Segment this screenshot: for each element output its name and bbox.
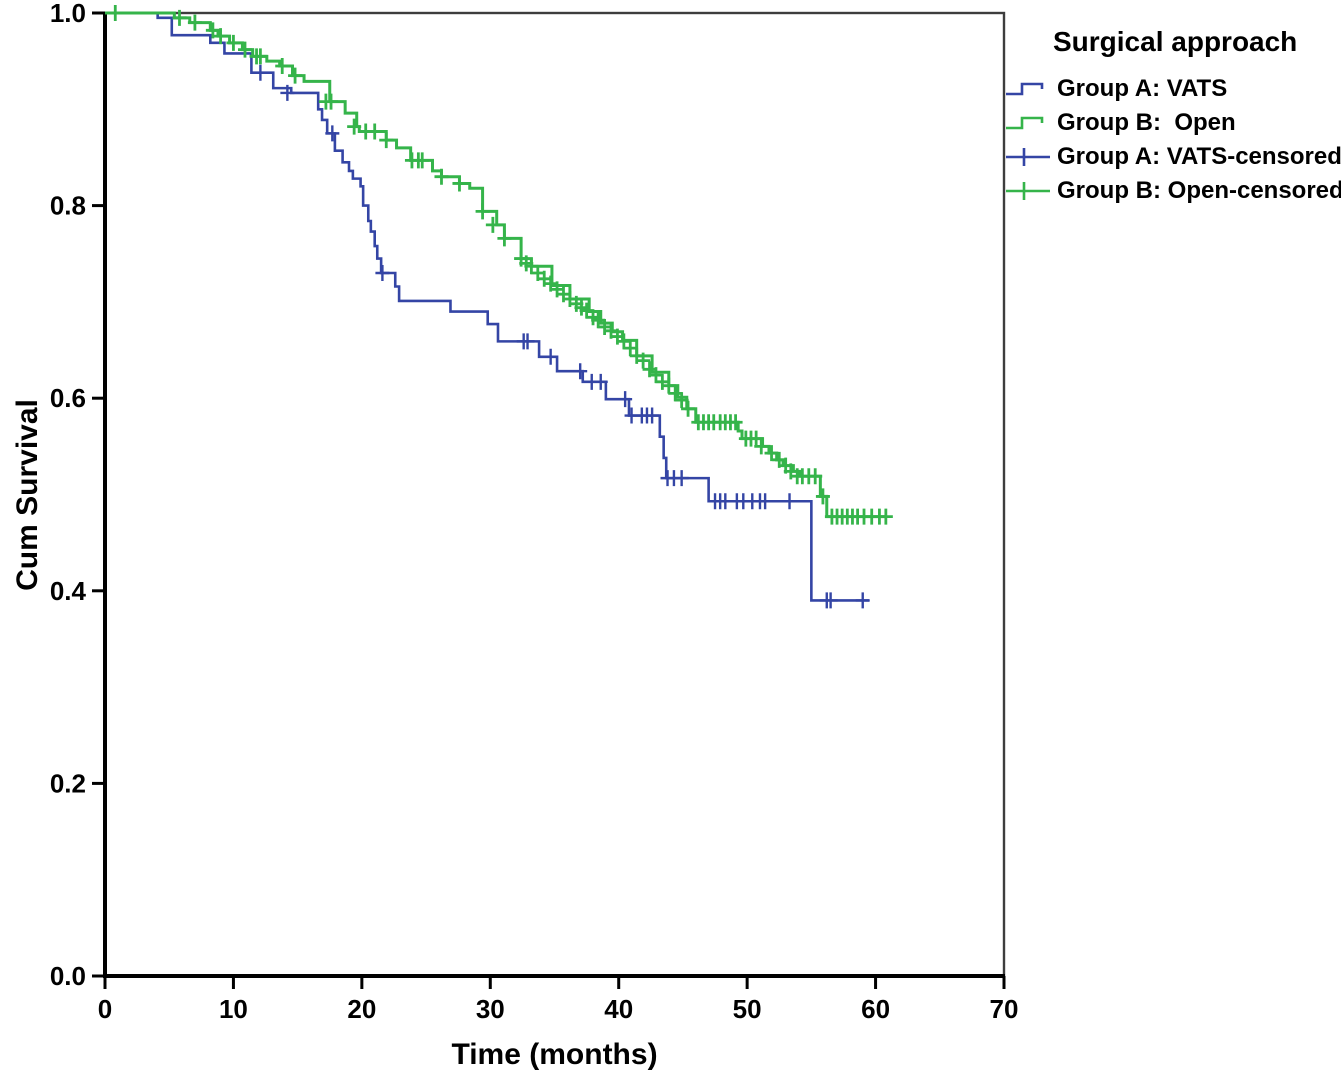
- y-tick-label: 0.2: [50, 768, 86, 798]
- y-tick-label: 0.0: [50, 961, 86, 991]
- legend-item-group-a-censored: Group A: VATS-censored: [1005, 140, 1341, 174]
- y-tick-label: 0.8: [50, 191, 86, 221]
- legend-item-group-b-open: Group B: Open: [1005, 106, 1341, 140]
- legend-label: Group A: VATS-censored: [1057, 143, 1341, 170]
- legend-label: Group B: Open: [1057, 109, 1236, 136]
- x-tick-label: 60: [861, 994, 890, 1024]
- y-tick-label: 0.4: [50, 576, 87, 606]
- survival-curve-open: [105, 11, 886, 519]
- legend-item-group-a-vats: Group A: VATS: [1005, 72, 1341, 106]
- legend-item-group-b-censored: Group B: Open-censored: [1005, 174, 1341, 208]
- censor-marks-open: [108, 5, 893, 525]
- step-line-swatch-icon: [1006, 116, 1044, 130]
- x-tick-label: 70: [990, 994, 1019, 1024]
- step-line-swatch-icon: [1006, 82, 1044, 96]
- survival-curve-vats: [105, 11, 870, 602]
- y-axis-title: Cum Survival: [11, 399, 44, 591]
- x-tick-label: 50: [733, 994, 762, 1024]
- plot-frame: [103, 11, 1006, 978]
- censored-plus-swatch-icon: [1006, 182, 1050, 200]
- censored-plus-swatch-icon: [1006, 148, 1050, 166]
- legend-title: Surgical approach: [1053, 26, 1298, 57]
- x-tick-label: 0: [98, 994, 112, 1024]
- x-tick-label: 40: [604, 994, 633, 1024]
- x-tick-label: 10: [219, 994, 248, 1024]
- legend-label: Group A: VATS: [1057, 75, 1228, 102]
- x-tick-label: 30: [476, 994, 505, 1024]
- y-tick-label: 0.6: [50, 383, 86, 413]
- x-tick-label: 20: [347, 994, 376, 1024]
- x-axis-title: Time (months): [451, 1038, 658, 1071]
- legend-label: Group B: Open-censored: [1057, 177, 1341, 204]
- legend: Surgical approach Group A: VATS Group B:…: [1005, 26, 1341, 208]
- censor-marks-vats: [253, 64, 870, 609]
- y-tick-label: 1.0: [50, 0, 86, 28]
